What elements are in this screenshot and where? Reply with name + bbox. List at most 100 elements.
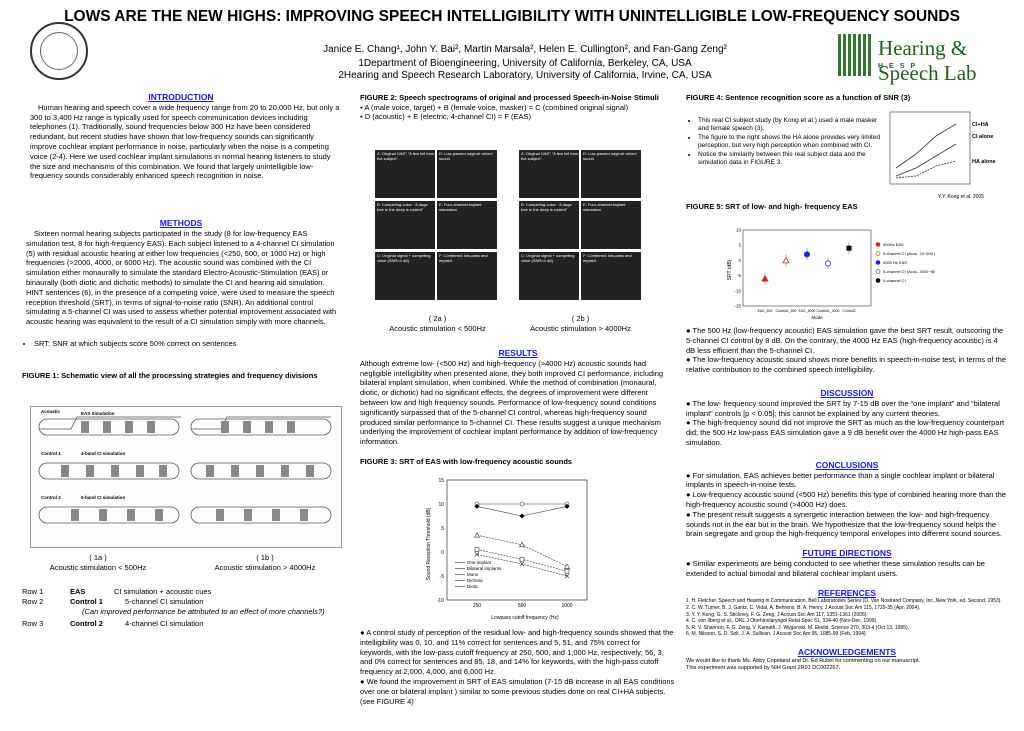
fig5-legend-swatch — [875, 260, 881, 265]
fig1-label-eas: EAS Simulation — [81, 411, 115, 416]
fig3-ytick: 5 — [441, 526, 444, 532]
methods-heading: METHODS — [159, 218, 203, 229]
fig4-chart: CI+HA CI alone HA alone Y.Y. Kong et al.… — [889, 111, 996, 200]
spectrogram-b-left: B: Competing voice: “A large tree in the… — [375, 201, 435, 249]
fig4-heading: FIGURE 4: Sentence recognition score as … — [686, 93, 911, 102]
conclusion-bullet-1-text: For simulation, EAS achieves better perf… — [686, 470, 995, 490]
acknowledgement-1: We would like to thank Ms. Abby Copeland… — [686, 657, 921, 664]
fig3-ytick: -10 — [437, 598, 444, 604]
references-list: 1. H. Fletcher, Speech and Hearing in Co… — [686, 598, 1008, 638]
conclusion-bullet-2: ● Low-frequency acoustic sound (<500 Hz)… — [686, 490, 1006, 509]
reference-3: 3. Y. Y. Kong, G. S. Stickney, F. G. Zen… — [686, 611, 868, 618]
fig5-heading: FIGURE 5: SRT of low- and high- frequenc… — [686, 202, 858, 211]
fig3-point — [519, 561, 525, 567]
fig5-legend-swatch — [875, 269, 881, 274]
results-bullet-2: ● We found the improvement in SRT of EAS… — [360, 676, 675, 706]
university-seal-logo — [30, 22, 88, 80]
row3-desc: 4-channel CI simulation — [125, 619, 204, 629]
discussion-bullet-2-text: The high-frequency sound did not improve… — [686, 418, 1005, 447]
fig5-point — [761, 274, 769, 282]
results-bullets: ● A control study of perception of the r… — [360, 628, 676, 706]
fig1-label-4band: 4-band CI simulation — [81, 451, 126, 456]
row1-desc: CI simulation + acoustic cues — [114, 587, 212, 596]
fig3-ytick: 15 — [438, 478, 444, 484]
fig4-label-ha: HA alone — [972, 159, 996, 165]
discussion-bullet-1: ● The low- frequency sound improved the … — [686, 398, 1000, 418]
fig1b-text: Acoustic stimulation > 4000Hz — [214, 562, 316, 572]
fig3-ytick: 0 — [441, 550, 444, 556]
right-text: ● The 500 Hz (low-frequency acoustic) EA… — [686, 326, 1008, 672]
spectrogram-d-left: D: Low-passed original: mixed sound — [437, 150, 497, 198]
discussion-bullet-1-text: The low- frequency sound improved the SR… — [686, 398, 1000, 418]
fig5-bullet-1: ● The 500 Hz (low-frequency acoustic) EA… — [686, 326, 1004, 355]
references-heading: REFERENCES — [817, 587, 877, 598]
spectrogram-c-left: C: Original signal + competing voice (SN… — [375, 252, 435, 300]
fig5-bullet-1-text: The 500 Hz (low-frequency acoustic) EAS … — [686, 326, 1004, 355]
acknowledgement-2: This experiment was supported by NIH Gra… — [686, 664, 841, 671]
methods-text: Sixteen normal hearing subjects particip… — [26, 228, 337, 327]
fig2-heading: FIGURE 2: Speech spectrograms of origina… — [360, 93, 659, 102]
future-heading: FUTURE DIRECTIONS — [802, 548, 892, 559]
fig1-schematic-svg: Acoustic EAS Simulation Control 1 4-band… — [38, 409, 332, 524]
fig3-xtick: 250 — [473, 603, 482, 609]
fig3-legend-label: Bilateral implants — [467, 566, 502, 571]
logo-text: Hearing & Speech Lab — [878, 36, 977, 85]
fig1-label-control1: Control 1 — [41, 451, 61, 456]
fig3-point — [564, 568, 570, 574]
fig5-point — [846, 245, 852, 251]
fig3-plot-frame — [446, 479, 588, 601]
conclusion-bullet-1: ● For simulation, EAS achieves better pe… — [686, 470, 995, 490]
fig4-label-ci: CI alone — [972, 134, 993, 140]
reference-2: 2. C. W. Turner, B. J. Gantz, C. Vidal, … — [686, 604, 921, 611]
fig5-legend-label: 5-channel CI (Acou. 20~500 Hz) — [883, 251, 935, 256]
fig3-ytick: 10 — [438, 502, 444, 508]
fig4-bullet-3: Notice the similarity between this real … — [698, 151, 884, 168]
fig3-point — [474, 552, 480, 557]
spectrogram-e-left-label: E: Four-channel implant simulation — [439, 202, 482, 212]
results-text: Although extreme low- (<500 Hz) and high… — [360, 358, 664, 447]
fig4-credit: Y.Y. Kong et al. 2005 — [938, 194, 984, 200]
conclusions-heading: CONCLUSIONS — [815, 459, 879, 470]
fig3-point — [564, 503, 570, 509]
fig5-xtick: Control1_500 — [775, 309, 796, 313]
logo-bars-icon — [838, 34, 872, 76]
fig3-point — [564, 573, 570, 579]
fig3-ylabel: Sound Reception Threshold (dB) — [426, 507, 432, 580]
fig3-point — [519, 501, 525, 507]
row1-id: Row 1 — [22, 587, 44, 596]
fig5-ytick: -5 — [737, 273, 741, 278]
fig2b-text: Acoustic stimulation > 4000Hz — [530, 323, 631, 333]
fig5-xtick: Control1_4000 — [817, 309, 840, 313]
fig5-xtick: EAS_4000 — [799, 309, 816, 313]
affiliation-1: 1Department of Bioengineering, Universit… — [358, 58, 692, 69]
fig5-legend-swatch — [875, 251, 881, 256]
fig5-legend-label: 4000 Hz EAS — [883, 260, 907, 265]
spectrogram-c-right-label: C: Original signal + competing voice (SN… — [521, 253, 575, 263]
left-column: INTRODUCTION Human hearing and speech co… — [22, 92, 340, 380]
reference-5: 5. R. V. Shannon, F. G. Zeng, V. Kamath,… — [686, 624, 910, 631]
row2-name: Control 1 — [70, 596, 103, 606]
fig5-xtick: Control2 — [842, 309, 855, 313]
spectrogram-a-right-label: A: Original HINT: “A few fell from the s… — [521, 151, 579, 161]
row2-desc: 5-channel CI simulation — [125, 596, 204, 606]
spectrogram-d-left-label: D: Low-passed original: mixed sound — [439, 151, 493, 161]
fig1b-caption: ( 1b ) Acoustic stimulation > 4000Hz — [200, 553, 330, 572]
fig3-xtick: 500 — [518, 603, 527, 609]
poster-title: LOWS ARE THE NEW HIGHS: IMPROVING SPEECH… — [64, 8, 960, 25]
spectrogram-d-right: D: Low-passed original: mixed sound — [581, 150, 641, 198]
fig5-bullet-2-text: The low-frequency acoustic sound shows m… — [686, 355, 1006, 375]
author-block: Janice E. Chang¹, John Y. Bai², Martin M… — [215, 44, 835, 82]
spectrogram-f-left-label: F: Combined: low-pass and implant — [439, 253, 488, 263]
fig5-legend-label: 5-channel CI (Acou. 4000~6000 Hz) — [883, 269, 935, 274]
fig2-legend-2: ▪ D (acoustic) + E (electric, 4-channel … — [360, 112, 532, 122]
fig4-ha-line — [895, 160, 957, 179]
fig5-ytick: 0 — [738, 258, 741, 263]
fig3-xlabel: Lowpass cutoff frequency (Hz) — [491, 615, 559, 621]
row2-id: Row 2 — [22, 596, 44, 606]
spectrogram-e-left: E: Four-channel implant simulation — [437, 201, 497, 249]
spectrogram-a-left: A: Original HINT: “A few fell from the s… — [375, 150, 435, 198]
discussion-heading: DISCUSSION — [820, 387, 874, 398]
fig2a-caption: ( 2a ) Acoustic stimulation < 500Hz — [375, 314, 500, 333]
fig3-ytick: -5 — [440, 574, 445, 580]
